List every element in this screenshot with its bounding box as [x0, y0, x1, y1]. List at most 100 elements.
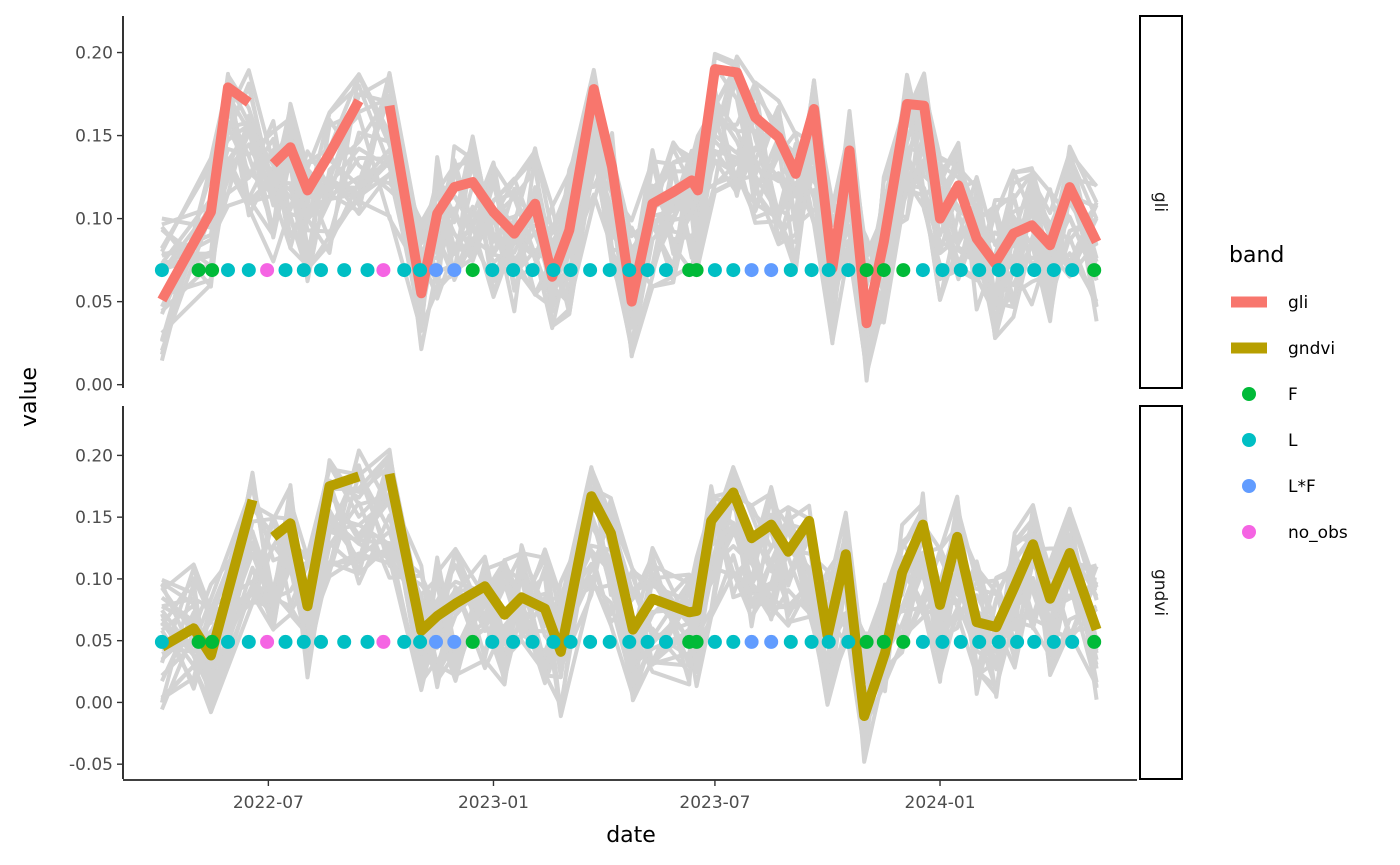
obs-point-l — [1046, 634, 1061, 649]
obs-point-lxf — [429, 634, 443, 649]
obs-point-no_obs — [376, 634, 391, 649]
panel-gli: 0.00 0.05 0.10 0.15 0.20 gli — [75, 15, 1183, 396]
obs-point-l — [841, 263, 856, 278]
obs-point-l — [413, 634, 428, 649]
obs-point-l — [707, 634, 722, 649]
obs-point-l — [525, 263, 540, 278]
obs-point-l — [583, 634, 598, 649]
facet-strip-label: gli — [1150, 192, 1170, 212]
obs-point-l — [602, 263, 617, 278]
obs-point-l — [546, 263, 561, 278]
obs-point-f — [859, 263, 874, 278]
obs-point-lxf — [429, 263, 443, 278]
series-line-gli — [157, 82, 252, 303]
obs-point-l — [296, 634, 311, 649]
obs-point-l — [241, 263, 256, 278]
obs-point-l — [546, 634, 561, 649]
y-tick-label: 0.15 — [75, 127, 113, 147]
obs-point-l — [821, 263, 836, 278]
obs-point-f — [876, 634, 891, 649]
obs-point-l — [726, 634, 741, 649]
background-series-line — [160, 496, 1099, 701]
series-line-gli — [269, 98, 364, 196]
obs-point-l — [1010, 263, 1025, 278]
obs-point-f — [876, 263, 891, 278]
y-tick-label: 0.05 — [75, 632, 113, 652]
y-tick-label: 0.00 — [75, 376, 113, 396]
obs-point-f — [689, 263, 704, 278]
y-tick-label: 0.05 — [75, 293, 113, 313]
obs-point-l — [314, 634, 328, 649]
x-tick-label: 2023-07 — [679, 793, 750, 813]
obs-point-l — [360, 263, 375, 278]
obs-point-l — [1010, 634, 1025, 649]
obs-point-l — [935, 634, 950, 649]
obs-point-l — [659, 263, 673, 278]
obs-point-f — [191, 263, 206, 278]
obs-point-l — [506, 634, 521, 649]
obs-point-l — [622, 263, 637, 278]
obs-point-lxf — [447, 634, 462, 649]
y-tick-label: 0.10 — [75, 570, 113, 590]
legend-key-no_obs — [1242, 525, 1256, 539]
obs-point-l — [413, 263, 428, 278]
obs-point-l — [659, 634, 673, 649]
obs-point-f — [465, 634, 480, 649]
obs-point-f — [205, 263, 220, 278]
obs-point-l — [640, 263, 655, 278]
obs-point-lxf — [447, 263, 462, 278]
obs-point-l — [821, 634, 836, 649]
obs-point-l — [314, 263, 328, 278]
obs-point-f — [1087, 263, 1102, 278]
obs-point-lxf — [744, 263, 759, 278]
legend-label: no_obs — [1288, 523, 1348, 543]
obs-point-l — [485, 634, 500, 649]
obs-point-l — [915, 263, 930, 278]
obs-point-l — [1027, 263, 1042, 278]
y-tick-label: 0.10 — [75, 210, 113, 230]
y-tick-label: 0.20 — [75, 446, 113, 466]
obs-point-l — [563, 634, 578, 649]
obs-point-l — [972, 263, 987, 278]
obs-point-l — [337, 263, 352, 278]
obs-point-l — [804, 634, 819, 649]
background-series-line — [161, 78, 1099, 322]
series-line-gndvi — [384, 472, 1102, 721]
obs-point-l — [991, 634, 1006, 649]
obs-point-l — [278, 634, 293, 649]
background-series-line — [159, 92, 1099, 350]
obs-point-no_obs — [260, 263, 275, 278]
obs-point-l — [707, 263, 722, 278]
obs-point-lxf — [764, 634, 779, 649]
legend-label: L — [1288, 431, 1298, 451]
obs-point-l — [602, 634, 617, 649]
legend-label: gli — [1288, 293, 1308, 313]
y-tick-label: 0.00 — [75, 693, 113, 713]
obs-point-l — [953, 263, 968, 278]
panel-gndvi: -0.05 0.00 0.05 0.10 0.15 0.20 gndvi — [69, 405, 1183, 780]
obs-point-l — [726, 263, 741, 278]
obs-point-lxf — [764, 263, 779, 278]
obs-point-l — [1065, 263, 1080, 278]
background-series-line — [161, 80, 1098, 316]
obs-point-f — [896, 263, 911, 278]
background-series-line — [160, 56, 1099, 325]
obs-point-f — [859, 634, 874, 649]
obs-point-no_obs — [376, 263, 391, 278]
obs-point-l — [563, 263, 578, 278]
x-tick-label: 2022-07 — [233, 793, 304, 813]
obs-point-f — [1087, 634, 1102, 649]
obs-point-f — [465, 263, 480, 278]
obs-point-l — [622, 634, 637, 649]
legend-label: F — [1288, 385, 1298, 405]
obs-point-l — [991, 263, 1006, 278]
obs-point-l — [296, 263, 311, 278]
facet-strip — [1139, 405, 1183, 780]
legend-key-f — [1242, 387, 1256, 401]
obs-point-l — [154, 634, 169, 649]
legend-key-lxf — [1242, 479, 1256, 493]
obs-point-l — [783, 263, 798, 278]
obs-point-l — [397, 263, 412, 278]
obs-point-l — [154, 263, 169, 278]
